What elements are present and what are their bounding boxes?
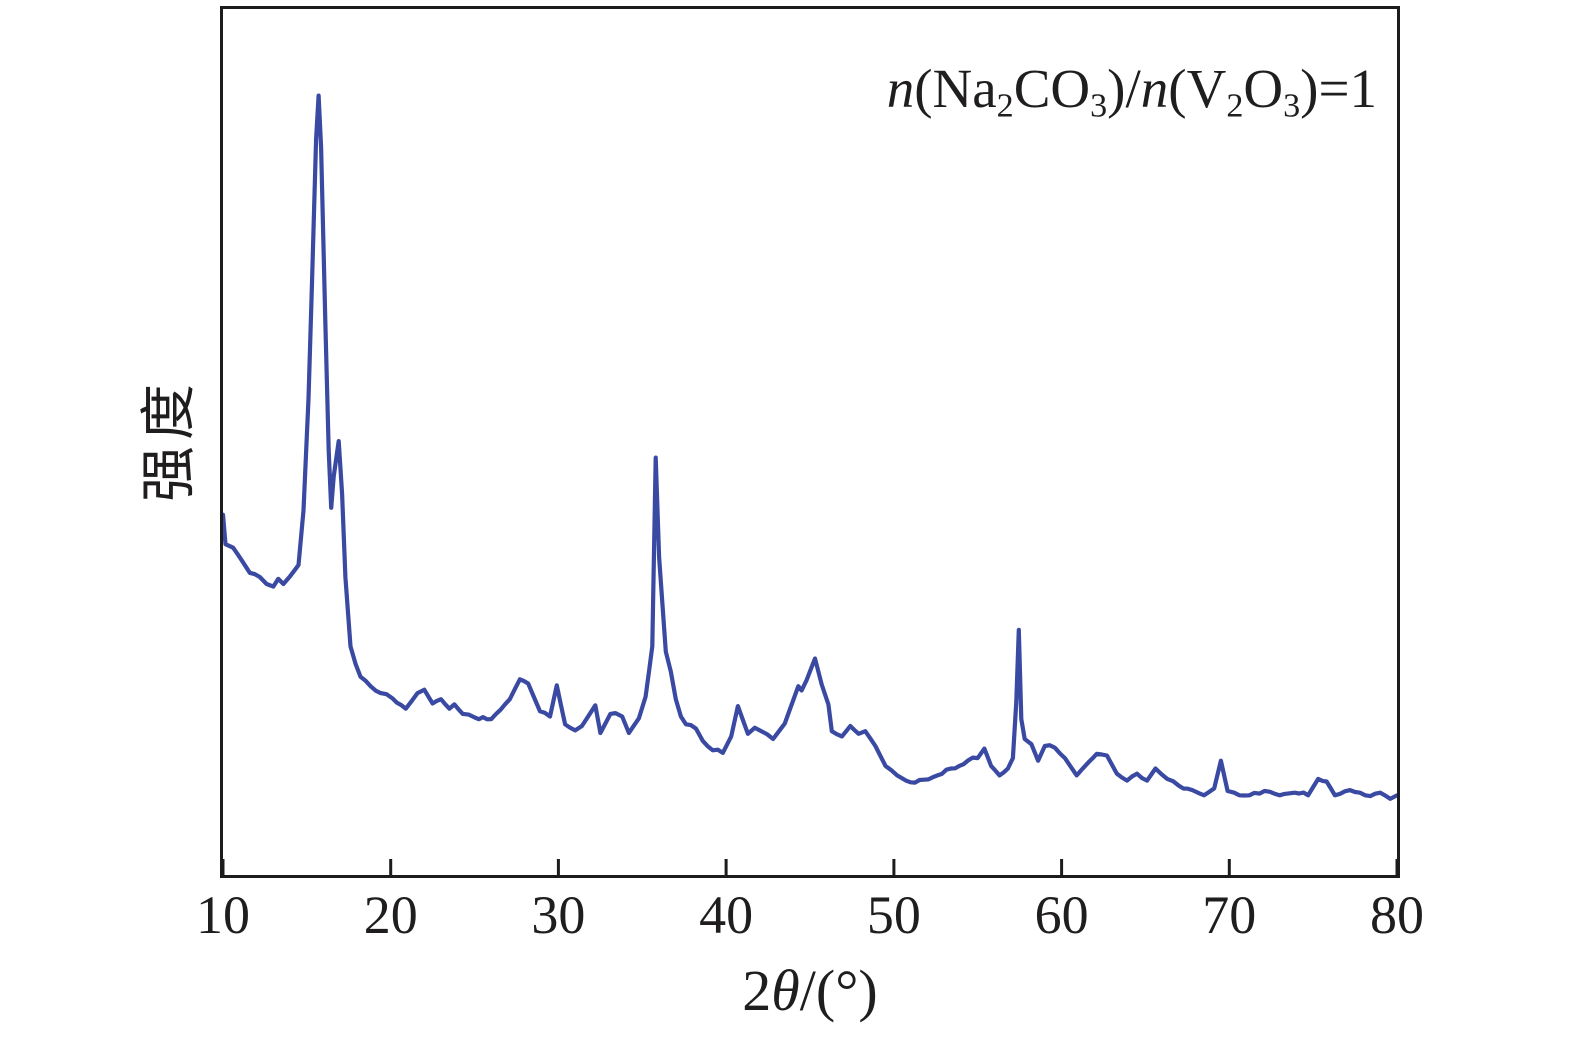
- xrd-curve: [223, 93, 1397, 801]
- xrd-plot-svg: [223, 93, 1397, 875]
- x-tick-label: 30: [531, 885, 586, 945]
- plot-area: n(Na2CO3)/n(V2O3)=1: [220, 6, 1400, 878]
- x-tick-label: 60: [1034, 885, 1089, 945]
- text-fragment: 3: [1283, 87, 1301, 125]
- text-fragment: (Na: [914, 58, 997, 119]
- text-fragment: /(°): [799, 958, 878, 1023]
- text-fragment: n: [886, 58, 915, 119]
- text-fragment: 2: [996, 87, 1014, 125]
- x-tick-label: 80: [1370, 885, 1424, 945]
- x-axis-ticks: [223, 859, 1397, 875]
- text-fragment: 2: [1226, 87, 1244, 125]
- text-fragment: 2: [742, 958, 772, 1023]
- text-fragment: (V: [1168, 58, 1227, 119]
- text-fragment: )/: [1107, 58, 1141, 119]
- x-tick-label: 70: [1202, 885, 1257, 945]
- text-fragment: θ: [771, 958, 800, 1023]
- text-fragment: 3: [1090, 87, 1108, 125]
- text-fragment: O: [1243, 58, 1284, 119]
- text-fragment: n: [1140, 58, 1169, 119]
- x-tick-label: 20: [363, 885, 418, 945]
- x-tick-label: 40: [699, 885, 754, 945]
- x-tick-label: 50: [866, 885, 921, 945]
- sample-ratio-annotation: n(Na2CO3)/n(V2O3)=1: [886, 58, 1377, 125]
- x-axis-tick-labels: 10 20 30 40 50 60 70 80: [196, 885, 1424, 950]
- x-axis-title: 2θ/(°): [223, 962, 1397, 1020]
- y-axis-title: 强度: [139, 378, 201, 502]
- text-fragment: )=1: [1300, 58, 1377, 119]
- x-tick-label: 10: [196, 885, 250, 945]
- text-fragment: CO: [1013, 58, 1091, 119]
